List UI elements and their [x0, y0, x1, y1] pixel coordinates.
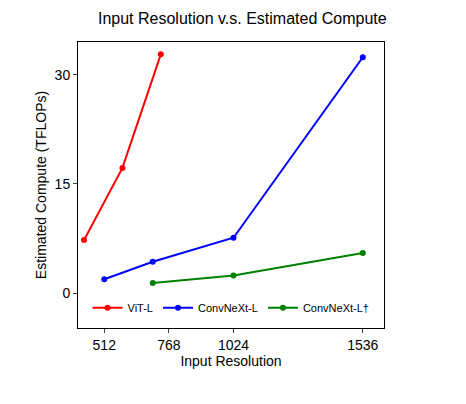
svg-text:1536: 1536	[347, 337, 378, 353]
svg-text:ConvNeXt-L†: ConvNeXt-L†	[303, 302, 369, 314]
svg-text:Input Resolution: Input Resolution	[180, 353, 281, 369]
svg-text:768: 768	[157, 337, 181, 353]
svg-text:512: 512	[93, 337, 117, 353]
svg-text:ConvNeXt-L: ConvNeXt-L	[198, 302, 258, 314]
svg-text:30: 30	[55, 67, 71, 83]
svg-text:Input Resolution v.s. Estimate: Input Resolution v.s. Estimated Compute	[98, 10, 387, 27]
svg-text:ViT-L: ViT-L	[128, 302, 153, 314]
svg-text:0: 0	[62, 285, 70, 301]
svg-text:1024: 1024	[218, 337, 249, 353]
svg-text:Estimated Compute (TFLOPs): Estimated Compute (TFLOPs)	[33, 91, 49, 279]
svg-text:15: 15	[55, 176, 71, 192]
